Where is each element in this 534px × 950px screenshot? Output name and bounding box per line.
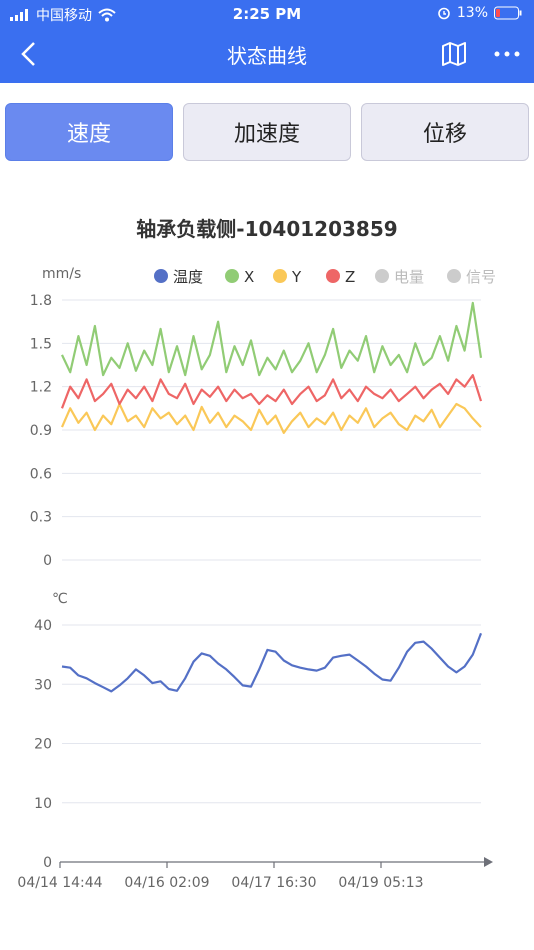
status-left: 中国移动	[10, 5, 116, 25]
legend-marker-5	[447, 269, 461, 283]
status-right: 13%	[437, 5, 522, 21]
x-tick-label-2: 04/17 16:30	[231, 875, 316, 891]
legend-label-5: 信号	[466, 268, 496, 286]
legend-marker-2	[273, 269, 287, 283]
y-tick-label-1-0: 0	[43, 855, 52, 871]
y-tick-label-0-1: 0.3	[30, 510, 52, 526]
tab-acceleration[interactable]: 加速度	[183, 103, 351, 161]
x-tick-label-3: 04/19 05:13	[338, 875, 423, 891]
y-tick-label-1-4: 40	[34, 618, 52, 634]
status-bar: 中国移动 2:25 PM 13%	[0, 0, 534, 28]
page-title: 状态曲线	[227, 44, 307, 68]
carrier-label: 中国移动	[36, 8, 92, 24]
y-tick-label-0-2: 0.6	[30, 466, 52, 482]
x-tick-label-0: 04/14 14:44	[17, 875, 102, 891]
status-time: 2:25 PM	[232, 5, 302, 23]
legend-marker-4	[375, 269, 389, 283]
legend-label-0: 温度	[173, 268, 203, 286]
y-tick-label-0-5: 1.5	[30, 336, 52, 352]
series-line-x-0	[61, 301, 483, 377]
mode-tabs: 速度 加速度 位移	[5, 103, 529, 163]
axis-unit-label-0: mm/s	[42, 266, 81, 282]
x-tick-label-1: 04/16 02:09	[124, 875, 209, 891]
legend-marker-0	[154, 269, 168, 283]
tab-velocity[interactable]: 速度	[5, 103, 173, 161]
map-icon[interactable]	[440, 41, 468, 67]
y-tick-label-0-3: 0.9	[30, 423, 52, 439]
y-tick-label-0-6: 1.8	[30, 293, 52, 309]
y-tick-label-0-0: 0	[43, 553, 52, 569]
alarm-icon	[438, 7, 450, 20]
battery-percent: 13%	[456, 5, 488, 21]
series-line-温度-1	[61, 632, 483, 693]
back-chevron-icon[interactable]	[18, 40, 40, 68]
wifi-icon	[98, 8, 116, 22]
signal-icon	[10, 9, 28, 21]
x-axis-arrow-icon	[484, 857, 493, 867]
axis-unit-label-1: ℃	[52, 591, 68, 607]
more-dots-icon[interactable]	[494, 50, 520, 58]
y-tick-label-1-3: 30	[34, 677, 52, 693]
y-tick-label-1-2: 20	[34, 737, 52, 753]
legend-label-4: 电量	[394, 268, 424, 286]
legend-marker-1	[225, 269, 239, 283]
app-header: 中国移动 2:25 PM 13% 状态曲线	[0, 0, 534, 83]
battery-icon	[494, 6, 522, 20]
series-line-z-0	[60, 374, 483, 409]
chart-title: 轴承负载侧-10401203859	[136, 217, 398, 241]
legend-marker-3	[326, 269, 340, 283]
y-tick-label-1-1: 10	[34, 796, 52, 812]
tab-displacement[interactable]: 位移	[361, 103, 529, 161]
legend-label-3: Z	[345, 268, 355, 286]
legend-label-1: X	[244, 268, 254, 286]
y-tick-label-0-4: 1.2	[30, 380, 52, 396]
legend-label-2: Y	[291, 268, 302, 286]
series-line-y-0	[60, 402, 482, 434]
